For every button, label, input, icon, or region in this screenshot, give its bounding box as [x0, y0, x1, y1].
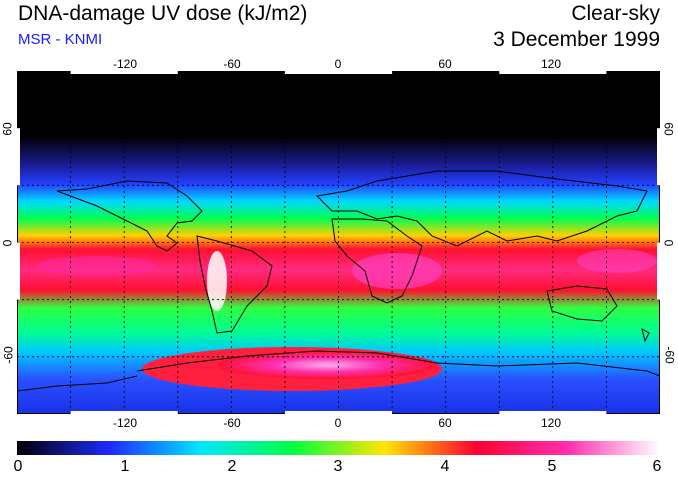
chart-title: DNA-damage UV dose (kJ/m2) — [18, 2, 308, 25]
color-scale-label: 0 — [13, 458, 23, 475]
left-lat-tick-label: 0 — [0, 239, 15, 247]
color-scale-bar — [17, 441, 660, 455]
top-lon-tick-label: 120 — [540, 57, 562, 71]
uv-high-patch — [577, 249, 657, 273]
color-scale-label: 2 — [227, 458, 237, 475]
top-lon-tick-label: -120 — [112, 57, 138, 71]
andes-peak-patch — [207, 251, 227, 311]
scenario-label: Clear-sky — [571, 2, 660, 25]
graticule — [17, 71, 660, 414]
date-label: 3 December 1999 — [493, 28, 660, 51]
right-lat-tick-label: -60 — [662, 346, 677, 364]
frame-ticks — [17, 71, 660, 414]
right-lat-tick-label: 0 — [661, 239, 676, 247]
left-lat-tick-label: 60 — [0, 122, 15, 136]
color-scale-label: 6 — [652, 458, 662, 475]
left-lat-tick-label: -60 — [1, 346, 16, 364]
antarctic-peak-region — [217, 351, 437, 379]
source-label: MSR - KNMI — [18, 31, 103, 48]
bottom-lon-tick-label: -120 — [112, 416, 138, 430]
bottom-lon-tick-label: 0 — [334, 416, 342, 430]
top-lon-tick-label: -60 — [223, 57, 241, 71]
color-scale-label: 4 — [440, 458, 450, 475]
uv-dose-map — [17, 71, 660, 414]
bottom-lon-tick-label: -60 — [223, 416, 241, 430]
top-lon-tick-label: 0 — [334, 57, 342, 71]
color-scale-label: 5 — [547, 458, 557, 475]
uv-high-patch — [352, 253, 442, 289]
bottom-lon-tick-label: 60 — [438, 416, 452, 430]
uv-high-patch — [37, 256, 157, 276]
color-scale-label: 3 — [333, 458, 343, 475]
top-lon-tick-label: 60 — [438, 57, 452, 71]
right-lat-tick-label: 60 — [661, 122, 676, 136]
color-scale-label: 1 — [120, 458, 130, 475]
bottom-lon-tick-label: 120 — [540, 416, 562, 430]
coastlines — [17, 170, 660, 392]
